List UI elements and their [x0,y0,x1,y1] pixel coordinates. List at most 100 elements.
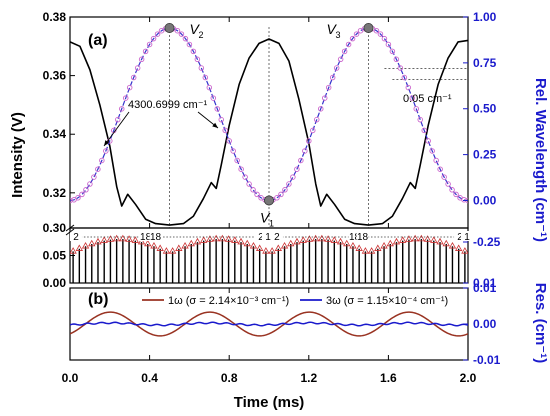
wavelength-point [230,148,236,154]
wavelength-point [75,195,81,201]
arrow-right-head [212,122,218,128]
y-tick-label-right: 1.00 [473,10,497,24]
ticks-layer: 0.0 0.4 0.8 1.2 1.6 2.0 0.32 0.34 0.36 0.38 0.00 0.… [43,10,501,385]
peak-marker [243,239,251,247]
wavelength-point [409,95,416,101]
peak-marker [162,247,171,254]
peak-marker [249,241,258,249]
y-tick-label-right: 0.75 [473,56,497,70]
peak-label-bg [255,231,268,241]
wavelength-point [250,187,256,193]
wavelength-point [222,127,228,134]
peak-label-bg [461,231,474,241]
y-axis-label-intensity: Intensity (V) [9,112,26,198]
wavelength-point [150,35,157,42]
peak-marker [349,241,357,249]
peak-marker [293,237,301,245]
wavelength-point [381,35,388,42]
peak-marker [343,239,351,247]
axis-break-mark [65,228,75,236]
wavelength-fit-line [70,27,468,202]
peak-marker [361,247,370,254]
peak-marker [119,234,127,242]
x-tick-label: 1.2 [300,371,317,385]
wavelength-point [325,84,332,91]
v-point-1 [263,195,274,206]
panel-label-a: (a) [88,32,108,49]
y-tick-label-left: 0.34 [43,127,67,141]
peak-marker [70,247,77,254]
x-tick-label: 0.8 [221,371,238,385]
x-tick-label: 2.0 [460,371,477,385]
arrow-left-head [104,140,110,146]
peak-marker [212,234,220,242]
wavelength-point [134,65,141,71]
y-tick-label-left-mid: 0.05 [43,249,67,263]
peak-marker [436,237,444,245]
peak-label-bg [356,231,369,241]
wavelength-point [186,41,193,48]
peak-marker [274,244,283,251]
y-tick-label-left: 0.36 [43,69,67,83]
peak-marker [181,241,189,249]
peak-marker [112,234,121,242]
y-tick-label-left-break: 0.30 [43,221,67,235]
y-tick-label-right-b: 0.00 [473,317,497,331]
wavelength-point [91,174,97,180]
peak-marker [88,239,96,247]
peak-marker [330,236,338,243]
wavelength-point [274,195,280,201]
peak-marker [461,247,468,254]
wavelength-point [337,56,344,63]
peak-marker [187,239,195,247]
peak-marker [106,235,115,242]
wavelength-point [218,116,224,123]
peak-marker [206,235,214,242]
peak-label-bg [69,231,82,241]
wavelength-point [401,74,408,81]
wavelength-point [79,191,85,198]
annotation-spacing: 0.05 cm⁻¹ [403,93,452,105]
peak-marker [411,234,419,242]
wavelength-point [294,166,300,172]
wavelength-point [413,106,420,112]
peak-marker [454,244,463,251]
wavelength-point [449,187,455,193]
peak-marker [237,237,245,245]
peak-marker [380,241,388,249]
wavelength-point [122,95,129,101]
axis-break-mark [65,224,75,232]
peak-marker [448,241,457,249]
wavelength-point [298,157,304,164]
peak-marker [318,234,326,242]
v-point-2 [164,23,175,34]
wavelength-point [210,95,217,101]
wavelength-point [238,166,244,172]
peak-label-bg [149,231,162,241]
peak-marker [367,247,376,254]
wavelength-point [373,27,380,34]
y-tick-label-right: 0.00 [473,193,497,207]
wavelength-point [138,56,145,63]
peak-marker [175,244,183,251]
peak-marker [94,237,102,245]
wavelength-point [302,148,308,154]
peak-label-bg [454,231,467,241]
wavelength-point [445,181,451,187]
wavelength-point [246,181,252,187]
peak-marker [355,244,363,251]
wavelength-point [393,56,400,63]
y-tick-label-left: 0.32 [43,186,67,200]
wavelength-point [234,157,240,164]
panel-a-lower-plot [70,234,468,283]
peak-marker [336,237,345,245]
peak-marker [405,235,413,242]
peak-marker [305,235,314,242]
peak-marker [442,239,450,247]
peak-label: 2 [73,232,79,243]
peak-label: 2 [258,232,264,243]
y-tick-label-right: 0.50 [473,102,497,116]
y-tick-label-right-b: -0.01 [473,353,501,367]
wavelength-point [146,41,153,48]
wavelength-point [190,48,197,55]
